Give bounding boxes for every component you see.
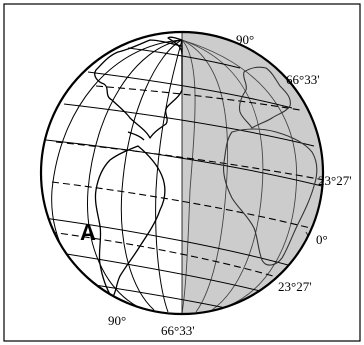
antarctic-circle-label: 66°33' [161,323,195,338]
parallel [63,103,315,147]
meridian [181,39,196,314]
tropic-capricorn-label: 23°27' [278,279,312,294]
europe-outline [238,66,291,129]
tropic-cancer-label: 23°27' [318,173,352,188]
meridian [181,39,264,311]
globe-outline [39,30,325,316]
parallels [43,47,323,313]
tropic-of-capricorn-line [49,231,301,285]
north-america-outline [94,39,183,139]
arctic-circle-label: 66°33' [286,72,320,87]
south-pole-label: 90° [108,313,126,328]
meridian [87,39,183,309]
point-a-label: A [80,220,96,245]
arctic-circle-line [95,85,301,111]
meridian [181,39,298,307]
parallel [127,47,241,69]
africa-outline [222,128,318,266]
parallel [45,139,323,187]
diagram-frame [3,3,361,342]
day-side [41,32,182,314]
caribbean-outline [127,131,145,141]
tropic-of-cancer-line [55,141,323,181]
north-pole-label: 90° [236,32,254,47]
meridian [181,39,229,313]
equator-label: 0° [316,232,328,247]
parallel [43,217,307,271]
parallel [53,251,281,297]
parallel [87,71,293,109]
meridian [120,39,183,311]
equator-line [51,181,323,233]
meridian [155,39,183,313]
